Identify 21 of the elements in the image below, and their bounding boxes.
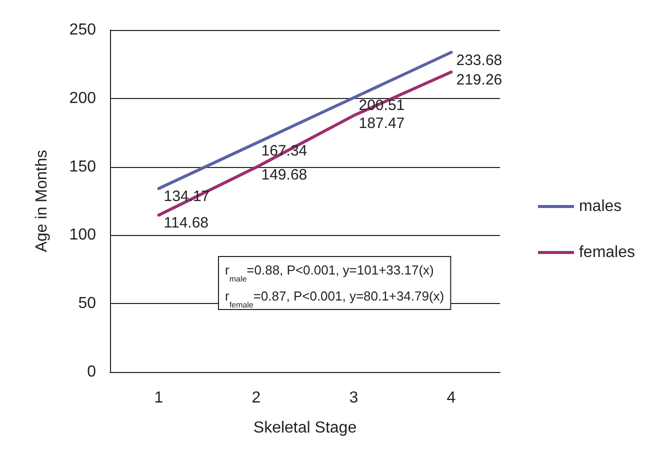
line-series bbox=[157, 50, 453, 190]
x-tick-label: 1 bbox=[154, 390, 164, 406]
y-tick-label: 250 bbox=[69, 22, 96, 38]
y-tick-label: 150 bbox=[69, 158, 96, 176]
y-tick-label: 0 bbox=[87, 364, 96, 380]
data-label: 114.68 bbox=[164, 214, 209, 232]
x-tick-label: 2 bbox=[252, 390, 261, 406]
legend-label: females bbox=[578, 244, 636, 261]
y-tick-label: 200 bbox=[69, 90, 96, 107]
x-tick-label: 4 bbox=[446, 390, 456, 406]
y-axis-title: Age in Months bbox=[34, 150, 50, 252]
data-label: 219.26 bbox=[456, 72, 502, 89]
legend-label: males bbox=[578, 198, 622, 215]
line-series bbox=[157, 70, 453, 217]
data-label: 149.68 bbox=[261, 166, 308, 184]
x-tick-label: 3 bbox=[349, 390, 358, 406]
data-label: 233.68 bbox=[456, 52, 502, 69]
y-tick-label: 100 bbox=[69, 226, 96, 244]
x-axis-title: Skeletal Stage bbox=[253, 420, 357, 436]
data-label: 187.47 bbox=[358, 115, 405, 132]
y-tick-label: 50 bbox=[78, 295, 96, 312]
